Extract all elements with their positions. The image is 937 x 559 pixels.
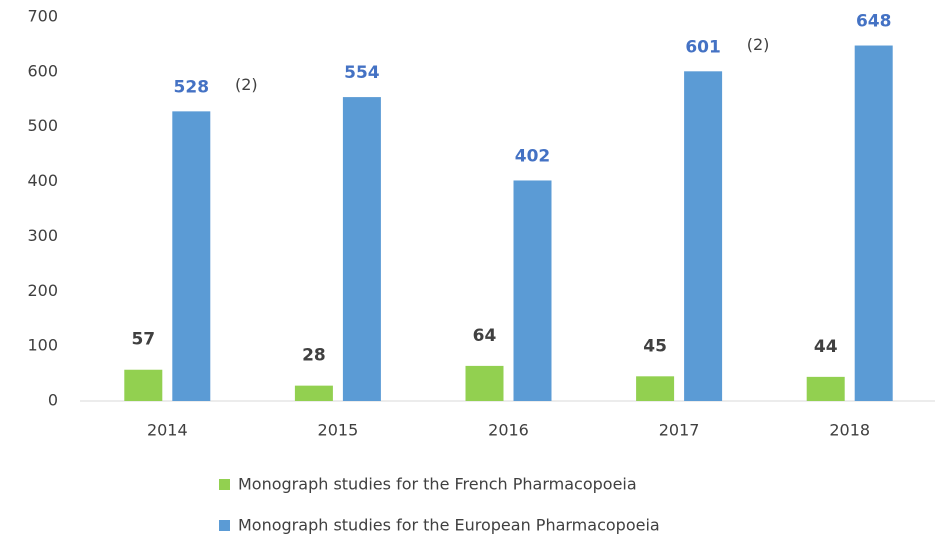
annotation: (2)	[747, 35, 770, 54]
legend-swatch	[219, 479, 230, 490]
bar	[172, 111, 211, 402]
data-label: 648	[856, 12, 892, 32]
bar	[124, 369, 163, 401]
x-tick-label: 2015	[318, 421, 359, 440]
annotation: (2)	[235, 75, 258, 94]
y-tick-label: 0	[48, 391, 58, 410]
data-label: 57	[131, 330, 155, 350]
x-tick-label: 2018	[829, 421, 870, 440]
bar	[513, 180, 552, 401]
x-tick-label: 2016	[488, 421, 529, 440]
bar	[854, 45, 893, 401]
data-label: 601	[685, 37, 721, 57]
data-label: 64	[473, 326, 497, 346]
y-tick-label: 300	[27, 226, 58, 245]
y-tick-label: 400	[27, 171, 58, 190]
x-tick-label: 2017	[659, 421, 700, 440]
data-label: 528	[174, 77, 210, 97]
bar	[684, 71, 723, 402]
y-tick-label: 200	[27, 281, 58, 300]
legend-label: Monograph studies for the European Pharm…	[238, 516, 660, 535]
y-tick-label: 500	[27, 116, 58, 135]
data-label: 44	[814, 337, 838, 357]
bar	[342, 97, 381, 401]
data-label: 28	[302, 346, 326, 366]
data-label: 45	[643, 336, 667, 356]
y-tick-label: 600	[27, 61, 58, 80]
bar	[465, 365, 504, 401]
bar	[806, 376, 845, 401]
bar	[294, 385, 333, 401]
legend-label: Monograph studies for the French Pharmac…	[238, 475, 637, 494]
y-tick-label: 700	[27, 7, 58, 26]
data-label: 402	[515, 146, 551, 166]
y-tick-label: 100	[27, 336, 58, 355]
x-tick-label: 2014	[147, 421, 188, 440]
legend-swatch	[219, 520, 230, 531]
bar	[636, 376, 675, 401]
data-label: 554	[344, 63, 380, 83]
